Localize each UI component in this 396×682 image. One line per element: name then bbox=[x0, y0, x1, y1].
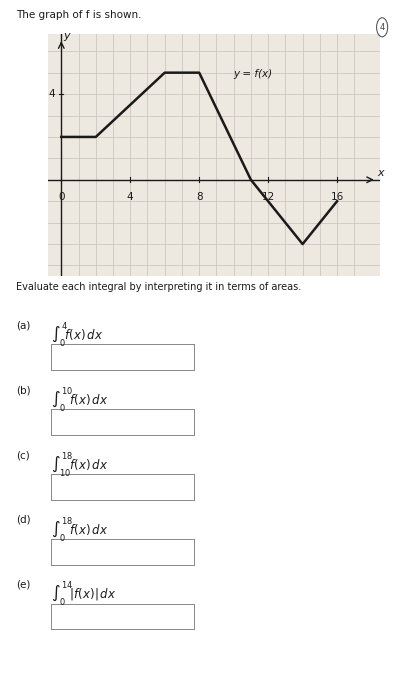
Text: 4: 4 bbox=[49, 89, 55, 99]
Text: 4: 4 bbox=[127, 192, 133, 202]
Text: (b): (b) bbox=[16, 385, 30, 396]
Text: 8: 8 bbox=[196, 192, 202, 202]
Text: x: x bbox=[377, 168, 383, 177]
Text: 12: 12 bbox=[261, 192, 275, 202]
Text: $\int_0^{10}\! f(x)\,dx$: $\int_0^{10}\! f(x)\,dx$ bbox=[51, 385, 109, 414]
Text: y = f(x): y = f(x) bbox=[234, 69, 273, 79]
Text: (c): (c) bbox=[16, 450, 30, 460]
Text: (e): (e) bbox=[16, 580, 30, 590]
Text: 0: 0 bbox=[58, 192, 65, 202]
Text: 16: 16 bbox=[330, 192, 344, 202]
Text: The graph of f is shown.: The graph of f is shown. bbox=[16, 10, 141, 20]
Text: $\int_{10}^{18}\! f(x)\,dx$: $\int_{10}^{18}\! f(x)\,dx$ bbox=[51, 450, 109, 479]
Text: 4: 4 bbox=[379, 23, 385, 32]
Text: $\int_0^{14}\! |f(x)|\,dx$: $\int_0^{14}\! |f(x)|\,dx$ bbox=[51, 580, 117, 608]
Text: (d): (d) bbox=[16, 515, 30, 525]
Text: $\int_0^{4}\! f(x)\,dx$: $\int_0^{4}\! f(x)\,dx$ bbox=[51, 321, 104, 349]
Text: Evaluate each integral by interpreting it in terms of areas.: Evaluate each integral by interpreting i… bbox=[16, 282, 301, 292]
Text: $\int_0^{18}\! f(x)\,dx$: $\int_0^{18}\! f(x)\,dx$ bbox=[51, 515, 109, 544]
Text: y: y bbox=[63, 31, 70, 41]
Text: (a): (a) bbox=[16, 321, 30, 331]
